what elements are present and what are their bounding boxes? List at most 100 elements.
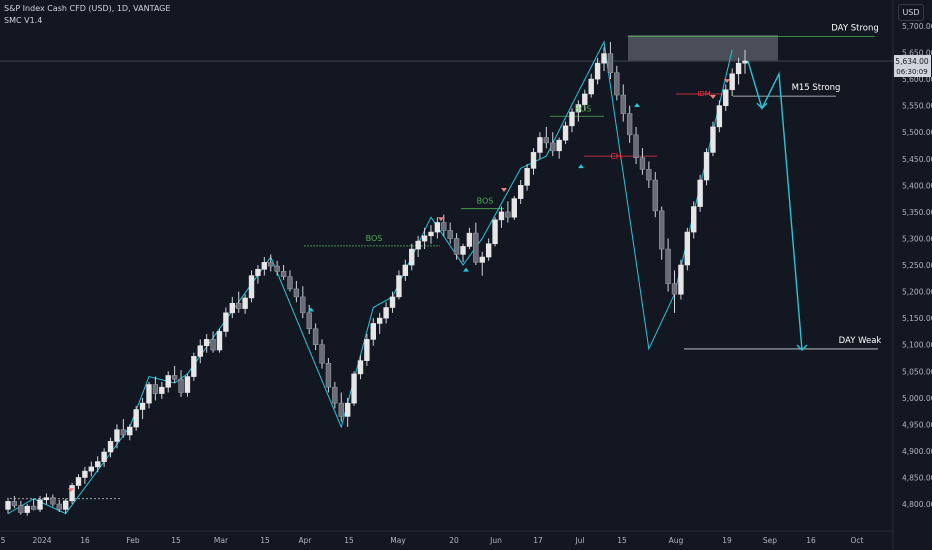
price-tick-label: 5,100.00	[902, 341, 932, 350]
candle-body	[370, 323, 376, 340]
time-axis[interactable]: 5 2024 16 Feb 15 Mar 15 Apr 15 May 20 Jun 17 Jul 15 Aug…	[1, 536, 864, 545]
candle-body	[569, 111, 575, 127]
price-tick-label: 5,650.00	[902, 49, 932, 58]
time-tick-label: May	[390, 536, 406, 545]
candle-body	[434, 222, 441, 233]
zone-label: DAY Strong	[831, 24, 878, 34]
candle-body	[24, 505, 30, 513]
candle-body	[582, 93, 588, 105]
bos-label: BOS	[477, 197, 494, 206]
idm-label: IDM	[697, 90, 711, 98]
price-tick-label: 5,000.00	[902, 394, 932, 403]
candle-body	[364, 339, 370, 361]
candle-body	[594, 62, 601, 80]
candle-body	[530, 152, 537, 169]
candle-body	[146, 384, 152, 404]
candle-body	[415, 240, 421, 250]
candle-body	[453, 238, 460, 255]
candle-body	[697, 179, 703, 207]
bar-countdown: 06:30:09	[896, 68, 927, 76]
last-price-value: 5,634.00	[895, 57, 929, 66]
candle-body	[421, 235, 428, 242]
candle-body	[684, 231, 691, 266]
time-tick-label: 17	[533, 536, 543, 545]
candle-body	[562, 125, 569, 141]
price-tick-label: 5,550.00	[902, 102, 932, 111]
time-tick-label: Oct	[851, 536, 864, 545]
zone-label: DAY Weak	[839, 336, 882, 346]
candle-body	[543, 137, 550, 144]
candle-body	[210, 339, 216, 351]
swing-high-marker	[724, 79, 730, 84]
price-tick-label: 4,900.00	[902, 447, 932, 456]
swing-low-marker	[308, 307, 314, 312]
structure-labels: BOS BOS BOS CH IDM DAY Strong M15 Strong DAY We…	[68, 24, 881, 493]
candle-body	[652, 179, 658, 212]
candle-body	[678, 264, 684, 295]
candle-body	[716, 105, 723, 128]
candle-body	[229, 302, 236, 314]
time-tick-label: Mar	[214, 536, 229, 545]
candle-body	[473, 232, 479, 263]
candle-body	[95, 461, 101, 468]
swing-low-marker	[634, 102, 640, 107]
candle-body	[11, 501, 18, 506]
candle-body	[127, 426, 133, 436]
candle-body	[671, 283, 678, 295]
candle-body	[56, 503, 62, 510]
candle-body	[620, 94, 626, 114]
time-tick-label: 15	[617, 536, 627, 545]
candle-body	[216, 331, 223, 351]
candle-body	[152, 384, 159, 394]
candle-body	[50, 497, 56, 505]
candle-body	[511, 198, 517, 218]
time-tick-label: 20	[449, 536, 459, 545]
candle-body	[274, 265, 280, 272]
candle-body	[306, 312, 312, 330]
candle-body	[575, 104, 582, 113]
price-tick-label: 5,300.00	[902, 234, 932, 243]
candle-body	[537, 137, 543, 153]
candle-body	[377, 317, 383, 324]
candle-body	[357, 360, 364, 375]
swing-zigzag	[7, 40, 733, 515]
swing-high-marker	[710, 95, 716, 100]
candle-body	[735, 62, 742, 75]
time-tick-label: Jul	[574, 536, 584, 545]
candle-body	[396, 275, 402, 298]
candle-body	[325, 362, 332, 388]
candle-body	[633, 134, 639, 159]
candle-body	[88, 466, 95, 472]
swing-high-marker	[68, 488, 74, 493]
candle-body	[498, 211, 505, 221]
candle-body	[646, 169, 652, 181]
candle-body	[203, 339, 210, 347]
price-tick-label: 5,250.00	[902, 261, 932, 270]
price-tick-label: 5,600.00	[902, 75, 932, 84]
candle-body	[159, 386, 165, 394]
candle-body	[351, 373, 357, 404]
time-tick-label: Sep	[763, 536, 777, 545]
candle-body	[261, 262, 268, 270]
candle-body	[242, 297, 248, 309]
candle-body	[312, 328, 319, 345]
price-axis[interactable]: 5,700.00 5,650.00 5,600.00 5,550.00 5,500.00…	[894, 22, 932, 509]
candle-body	[171, 375, 178, 380]
candle-body	[248, 275, 255, 299]
candle-body	[723, 89, 729, 106]
price-tick-label: 4,950.00	[902, 420, 932, 429]
candle-body	[466, 232, 473, 247]
bos-label: BOS	[366, 234, 383, 243]
candle-body	[293, 288, 300, 298]
candle-body	[82, 470, 88, 478]
candle-body	[460, 246, 466, 255]
price-tick-label: 5,050.00	[902, 367, 932, 376]
candle-body	[300, 296, 306, 314]
currency-button[interactable]: USD	[898, 4, 924, 21]
candle-body	[485, 243, 492, 258]
candle-body	[691, 206, 697, 233]
candle-body	[441, 222, 447, 231]
candle-body	[389, 296, 396, 308]
projection-arrowhead	[796, 344, 808, 352]
